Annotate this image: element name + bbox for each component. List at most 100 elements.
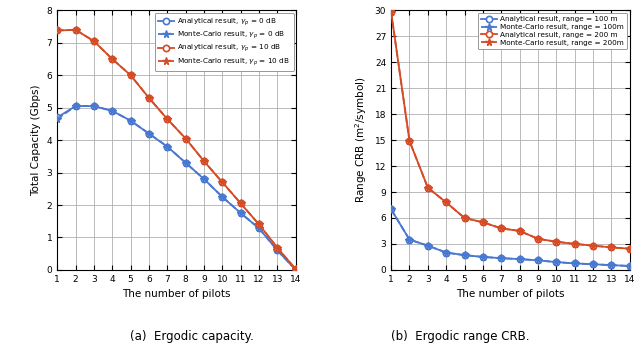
Analytical result, range = 200 m [406,139,413,143]
Monte-Carlo result, $\gamma_p$ = 0 dB [200,177,208,181]
Monte-Carlo result, $\gamma_p$ = 0 dB [72,104,80,108]
Monte-Carlo result, $\gamma_p$ = 0 dB [219,195,226,199]
Monte-Carlo result, $\gamma_p$ = 0 dB [292,268,300,272]
Monte-Carlo result, $\gamma_p$ = 0 dB [145,131,153,136]
Analytical result, range = 100 m [570,261,578,265]
Analytical result, $\gamma_p$ = 10 dB [53,28,61,33]
Line: Analytical result, $\gamma_p$ = 0 dB: Analytical result, $\gamma_p$ = 0 dB [54,103,299,273]
Monte-Carlo result, $\gamma_p$ = 0 dB [273,248,281,253]
Analytical result, $\gamma_p$ = 0 dB [127,119,134,123]
Monte-Carlo result, range = 200m [607,245,615,249]
Analytical result, range = 100 m [626,264,633,268]
Analytical result, range = 100 m [497,256,505,260]
Analytical result, $\gamma_p$ = 10 dB [237,201,244,206]
Analytical result, range = 100 m [387,207,395,211]
Analytical result, $\gamma_p$ = 0 dB [72,104,80,108]
Analytical result, range = 200 m [626,247,633,251]
Analytical result, $\gamma_p$ = 10 dB [145,96,153,100]
Line: Monte-Carlo result, range = 200m: Monte-Carlo result, range = 200m [387,8,633,253]
Analytical result, range = 200 m [570,242,578,246]
Monte-Carlo result, $\gamma_p$ = 0 dB [109,109,116,113]
Monte-Carlo result, range = 100m [387,207,395,211]
Monte-Carlo result, range = 100m [406,237,413,242]
Monte-Carlo result, range = 100m [460,253,468,257]
Text: (b)  Ergodic range CRB.: (b) Ergodic range CRB. [391,329,530,343]
Monte-Carlo result, range = 200m [516,229,523,233]
Monte-Carlo result, $\gamma_p$ = 10 dB [90,39,98,43]
Monte-Carlo result, range = 200m [406,139,413,143]
Analytical result, range = 100 m [534,258,542,263]
Monte-Carlo result, $\gamma_p$ = 10 dB [127,73,134,78]
Analytical result, range = 200 m [443,200,450,204]
Monte-Carlo result, $\gamma_p$ = 10 dB [182,136,190,140]
Monte-Carlo result, $\gamma_p$ = 0 dB [53,117,61,121]
Monte-Carlo result, range = 200m [387,10,395,14]
Monte-Carlo result, range = 200m [553,240,560,244]
Monte-Carlo result, range = 200m [424,185,432,190]
Monte-Carlo result, $\gamma_p$ = 10 dB [292,267,300,271]
Analytical result, $\gamma_p$ = 0 dB [182,161,190,165]
Analytical result, range = 100 m [460,253,468,257]
Monte-Carlo result, $\gamma_p$ = 10 dB [255,222,263,227]
Analytical result, range = 200 m [387,10,395,14]
Monte-Carlo result, range = 200m [589,244,597,248]
Analytical result, range = 100 m [424,244,432,248]
Monte-Carlo result, $\gamma_p$ = 0 dB [182,161,190,165]
Monte-Carlo result, $\gamma_p$ = 10 dB [200,159,208,163]
X-axis label: The number of pilots: The number of pilots [456,289,565,299]
Monte-Carlo result, $\gamma_p$ = 10 dB [145,96,153,100]
Analytical result, $\gamma_p$ = 0 dB [273,248,281,253]
Analytical result, $\gamma_p$ = 0 dB [200,177,208,181]
Analytical result, range = 100 m [589,262,597,266]
Analytical result, range = 100 m [406,237,413,242]
Analytical result, range = 200 m [516,229,523,233]
Monte-Carlo result, $\gamma_p$ = 0 dB [90,104,98,108]
Analytical result, range = 200 m [553,240,560,244]
Monte-Carlo result, $\gamma_p$ = 0 dB [163,145,171,149]
Monte-Carlo result, range = 100m [607,263,615,267]
Line: Monte-Carlo result, range = 100m: Monte-Carlo result, range = 100m [387,206,633,270]
Analytical result, $\gamma_p$ = 10 dB [109,57,116,61]
Monte-Carlo result, range = 200m [443,200,450,204]
Monte-Carlo result, $\gamma_p$ = 10 dB [109,57,116,61]
Monte-Carlo result, range = 100m [443,251,450,255]
Monte-Carlo result, range = 200m [460,216,468,220]
Analytical result, range = 200 m [589,244,597,248]
Monte-Carlo result, range = 100m [570,261,578,265]
Y-axis label: Total Capacity (Gbps): Total Capacity (Gbps) [31,84,41,196]
Analytical result, $\gamma_p$ = 0 dB [163,145,171,149]
Monte-Carlo result, range = 100m [626,264,633,268]
Analytical result, range = 100 m [443,251,450,255]
Monte-Carlo result, range = 100m [424,244,432,248]
Monte-Carlo result, range = 200m [479,220,487,225]
Monte-Carlo result, $\gamma_p$ = 0 dB [127,119,134,123]
Analytical result, range = 200 m [424,185,432,190]
Monte-Carlo result, range = 200m [497,226,505,230]
Analytical result, $\gamma_p$ = 10 dB [127,73,134,78]
Line: Analytical result, range = 200 m: Analytical result, range = 200 m [388,9,633,252]
Analytical result, $\gamma_p$ = 10 dB [292,267,300,271]
Monte-Carlo result, $\gamma_p$ = 0 dB [255,226,263,230]
Analytical result, $\gamma_p$ = 10 dB [255,222,263,227]
Analytical result, range = 100 m [479,255,487,259]
Analytical result, $\gamma_p$ = 10 dB [90,39,98,43]
Analytical result, range = 100 m [516,257,523,261]
Monte-Carlo result, $\gamma_p$ = 10 dB [72,28,80,32]
Monte-Carlo result, range = 100m [497,256,505,260]
Analytical result, $\gamma_p$ = 10 dB [273,246,281,250]
Line: Monte-Carlo result, $\gamma_p$ = 0 dB: Monte-Carlo result, $\gamma_p$ = 0 dB [53,102,300,274]
Monte-Carlo result, $\gamma_p$ = 10 dB [237,201,244,206]
Analytical result, $\gamma_p$ = 0 dB [90,104,98,108]
Analytical result, range = 100 m [553,260,560,264]
Analytical result, $\gamma_p$ = 0 dB [145,131,153,136]
Analytical result, range = 200 m [460,216,468,220]
Legend: Analytical result, range = 100 m, Monte-Carlo result, range = 100m, Analytical r: Analytical result, range = 100 m, Monte-… [478,12,628,49]
Monte-Carlo result, range = 100m [589,262,597,266]
Monte-Carlo result, range = 200m [534,237,542,241]
Monte-Carlo result, range = 100m [534,258,542,263]
Monte-Carlo result, $\gamma_p$ = 10 dB [163,117,171,121]
Text: (a)  Ergodic capacity.: (a) Ergodic capacity. [130,329,253,343]
Analytical result, $\gamma_p$ = 0 dB [219,195,226,199]
Analytical result, range = 200 m [479,220,487,225]
Analytical result, range = 100 m [607,263,615,267]
